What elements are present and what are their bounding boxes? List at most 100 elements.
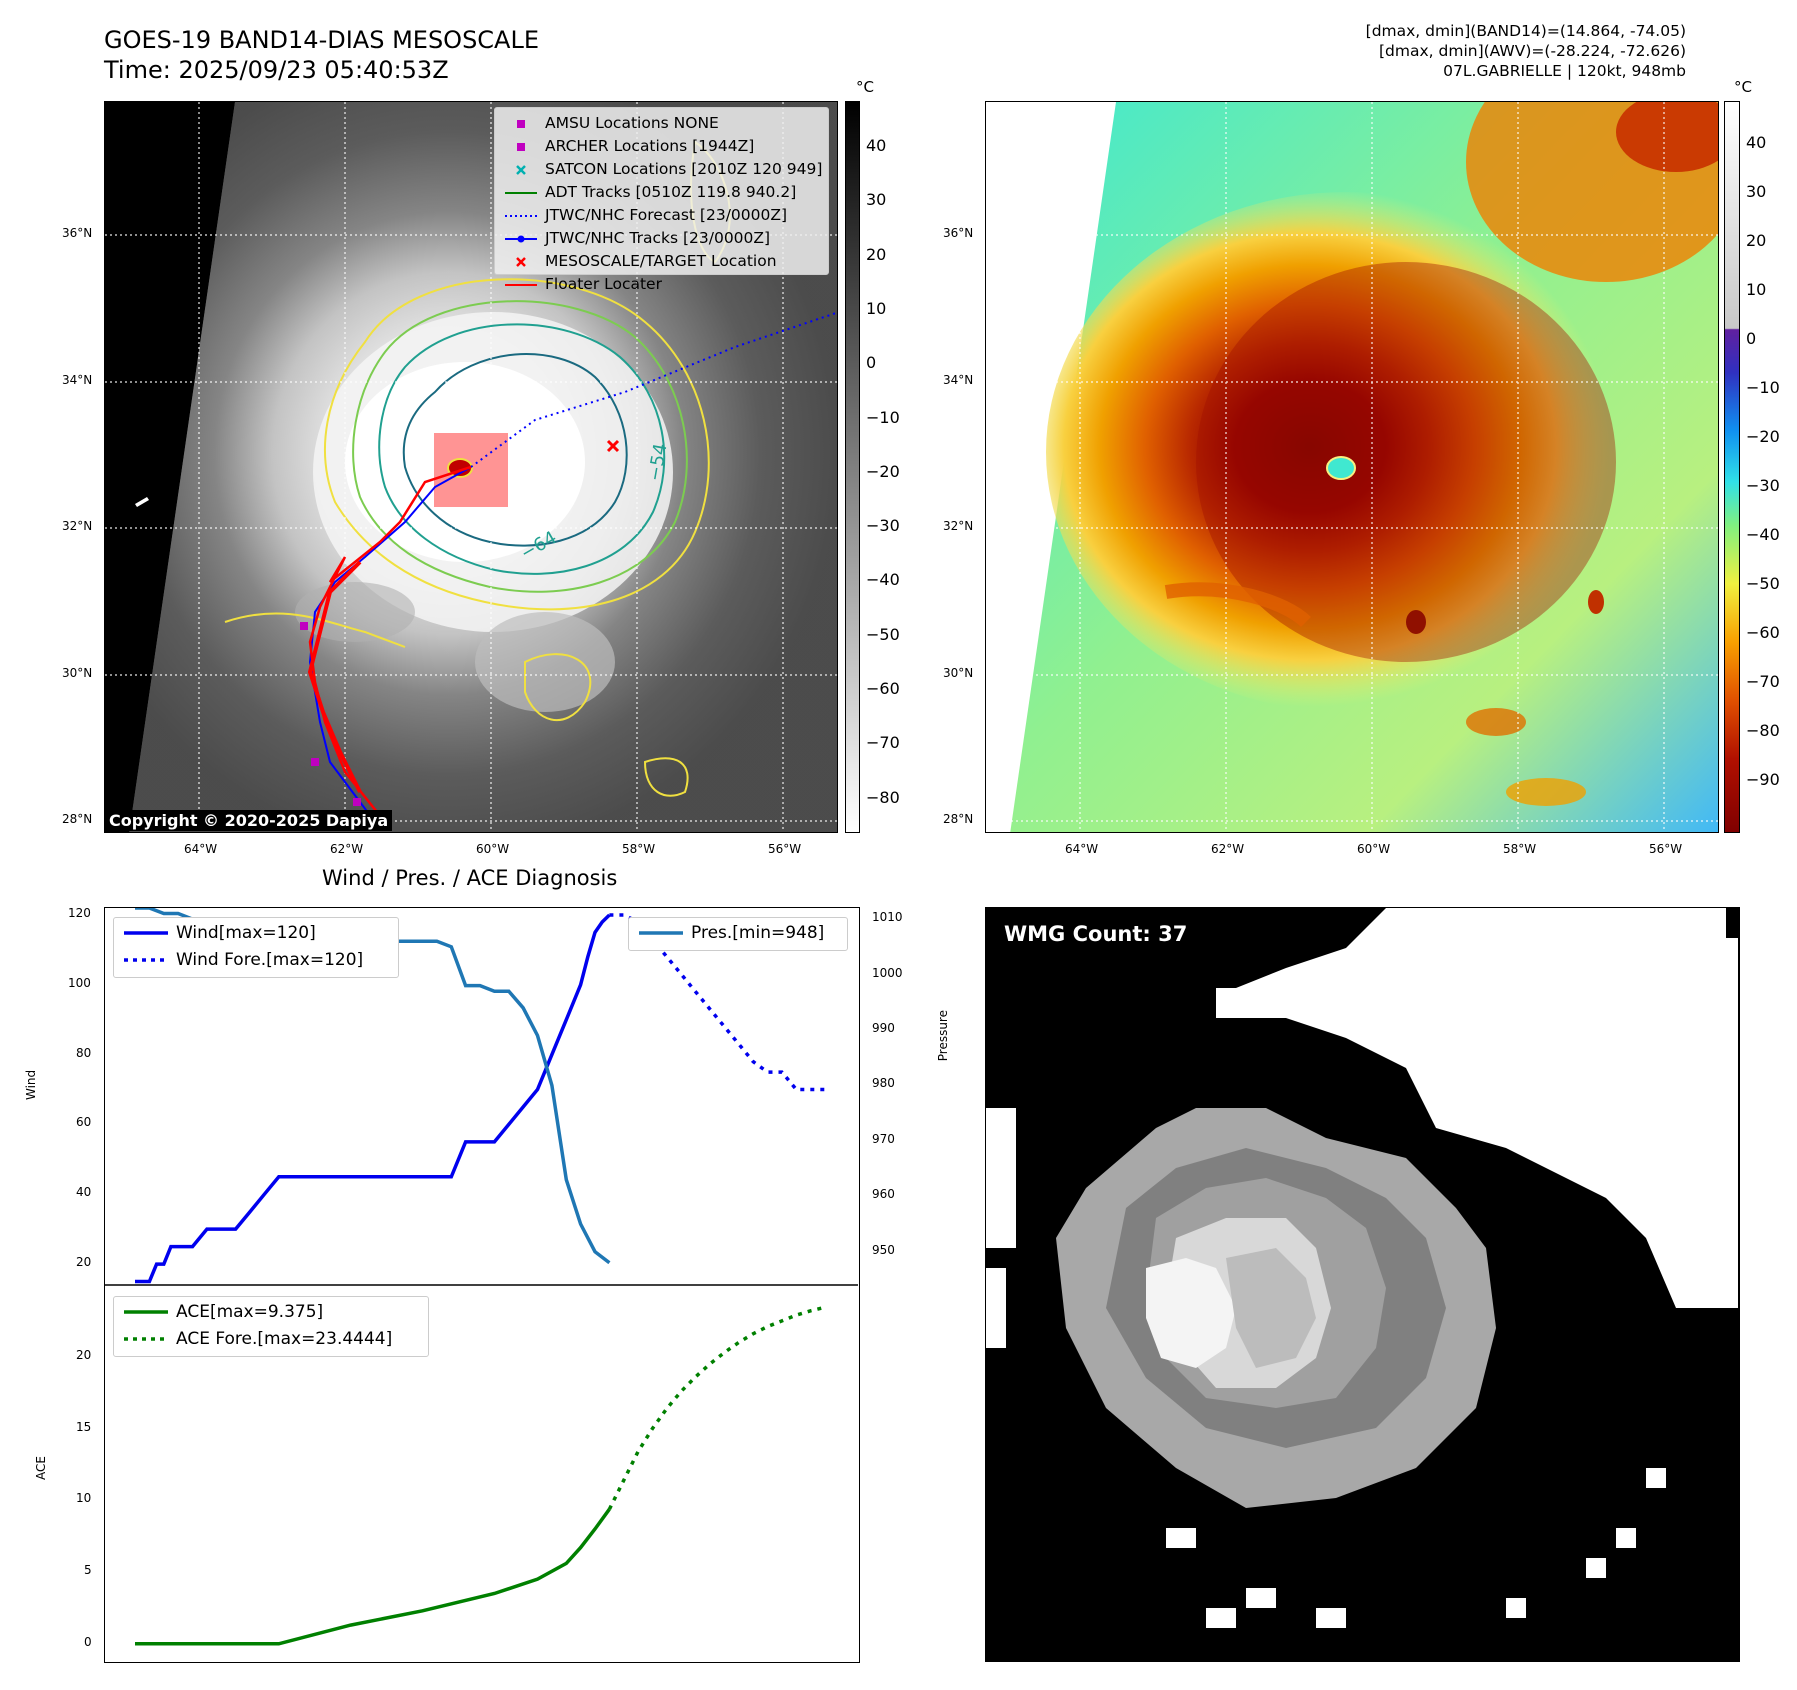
ace-tick: 10 [76,1491,92,1506]
awv-lat-label: 32°N [943,519,974,533]
legend-floater: Floater Locater [505,275,662,293]
ir-map-panel: −54 −64 [104,101,838,833]
wind-axis-label: Wind [24,1069,38,1100]
ir-colorbar-tick: 30 [866,190,887,210]
pressure-tick: 950 [872,1242,895,1257]
ir-lat-label: 30°N [62,666,93,680]
awv-colorbar-tick: −50 [1746,574,1780,593]
wind-tick: 60 [76,1115,92,1130]
awv-colorbar-tick: −80 [1746,721,1780,740]
ace-legend-observed: ACE[max=9.375] [124,1302,324,1322]
ir-lat-label: 32°N [62,519,93,533]
legend-amsu: AMSU Locations NONE [495,112,828,135]
ace-tick: 20 [76,1347,92,1362]
ir-lon-label: 56°W [768,842,802,856]
ace-tick: 5 [84,1563,92,1578]
pressure-axis-label: Pressure [936,1010,950,1062]
awv-colorbar-tick: −40 [1746,525,1780,544]
ir-colorbar-tick: 0 [866,353,877,373]
wind-legend: Wind[max=120] Wind Fore.[max=120] [113,917,399,978]
awv-lat-label: 34°N [943,373,974,387]
awv-colorbar-tick: 10 [1746,280,1767,299]
awv-colorbar-tick: −70 [1746,672,1780,691]
pressure-tick: 1000 [872,965,903,980]
copyright-label: Copyright © 2020-2025 Dapiya [105,810,393,831]
awv-lat-label: 30°N [943,666,974,680]
ir-map-image: −54 −64 [105,102,837,832]
figure-title: GOES-19 BAND14-DIAS MESOSCALE [104,26,540,54]
ir-lat-label: 34°N [62,373,93,387]
ir-colorbar-unit: °C [856,78,874,96]
ir-lon-label: 64°W [184,842,218,856]
awv-colorbar-tick: 20 [1746,231,1767,250]
awv-lon-label: 58°W [1503,842,1537,856]
ir-lon-label: 58°W [622,842,656,856]
awv-colorbar-tick: 40 [1746,133,1767,152]
awv-colorbar-tick: −60 [1746,623,1780,642]
pressure-tick: 960 [872,1187,895,1202]
series-line [607,1305,826,1510]
pressure-legend: Pres.[min=948] [628,917,848,951]
pressure-tick: 970 [872,1131,895,1146]
ir-colorbar-tick: −70 [866,733,900,753]
figure-time: Time: 2025/09/23 05:40:53Z [104,56,449,84]
legend-forecast: JTWC/NHC Forecast [23/0000Z] [505,206,788,224]
diagnosis-plot [105,908,858,1646]
awv-lon-label: 64°W [1065,842,1099,856]
awv-colorbar-tick: −10 [1746,378,1780,397]
ace-legend-forecast: ACE Fore.[max=23.4444] [124,1329,393,1349]
ir-lon-label: 60°W [476,842,510,856]
ir-colorbar-tick: −50 [866,624,900,644]
info-band14-range: [dmax, dmin](BAND14)=(14.864, -74.05) [1365,22,1686,40]
ace-tick: 15 [76,1419,92,1434]
ace-tick: 0 [84,1634,92,1649]
ir-legend: AMSU Locations NONE ARCHER Locations [19… [494,107,829,293]
wind-tick: 40 [76,1185,92,1200]
wind-tick: 100 [68,975,91,990]
awv-colorbar-tick: −30 [1746,476,1780,495]
legend-mesoscale: MESOSCALE/TARGET Location [495,250,828,273]
ir-colorbar-tick: 40 [866,136,887,155]
ir-colorbar-tick: −40 [866,570,900,590]
ir-colorbar-tick: 10 [866,298,887,318]
ir-lat-label: 36°N [62,226,93,240]
awv-lat-label: 36°N [943,226,974,240]
ir-lat-label: 28°N [62,812,93,826]
ir-colorbar-tick: −10 [866,407,900,427]
info-storm: 07L.GABRIELLE | 120kt, 948mb [1443,62,1686,80]
ir-colorbar-tick: −80 [866,787,900,807]
wind-tick: 120 [68,905,91,920]
ir-colorbar-tick: 20 [866,244,887,264]
legend-satcon: SATCON Locations [2010Z 120 949] [495,158,828,181]
wind-tick: 20 [76,1255,92,1270]
ace-legend: ACE[max=9.375] ACE Fore.[max=23.4444] [113,1296,429,1357]
pressure-tick: 990 [872,1020,895,1035]
awv-colorbar-tick: 30 [1746,182,1767,201]
pressure-tick: 980 [872,1076,895,1091]
awv-colorbar-tick: −20 [1746,427,1780,446]
legend-adt: ADT Tracks [0510Z 119.8 940.2] [505,183,797,201]
ir-colorbar-tick: −20 [866,461,900,481]
floater-track [308,465,472,823]
ace-axis-label: ACE [34,1456,48,1480]
ir-colorbar [845,101,860,833]
diagnosis-title: Wind / Pres. / ACE Diagnosis [322,866,618,890]
awv-map-panel [985,101,1719,833]
pressure-tick: 1010 [872,910,903,925]
diagnosis-panel: Wind[max=120] Wind Fore.[max=120] Pres.[… [104,907,860,1663]
wind-tick: 80 [76,1045,92,1060]
awv-lat-label: 28°N [943,812,974,826]
awv-lon-label: 56°W [1649,842,1683,856]
awv-lon-label: 60°W [1357,842,1391,856]
ir-colorbar-tick: −30 [866,516,900,536]
series-line [135,913,611,1284]
awv-colorbar [1724,101,1740,833]
awv-lon-label: 62°W [1211,842,1245,856]
wmg-count: WMG Count: 37 [1004,922,1188,946]
wind-legend-observed: Wind[max=120] [124,923,316,943]
wmg-panel: WMG Count: 37 [985,907,1740,1662]
wmg-image [986,908,1738,1628]
pressure-legend-observed: Pres.[min=948] [639,923,825,943]
ir-lon-label: 62°W [330,842,364,856]
series-line [135,1508,611,1646]
